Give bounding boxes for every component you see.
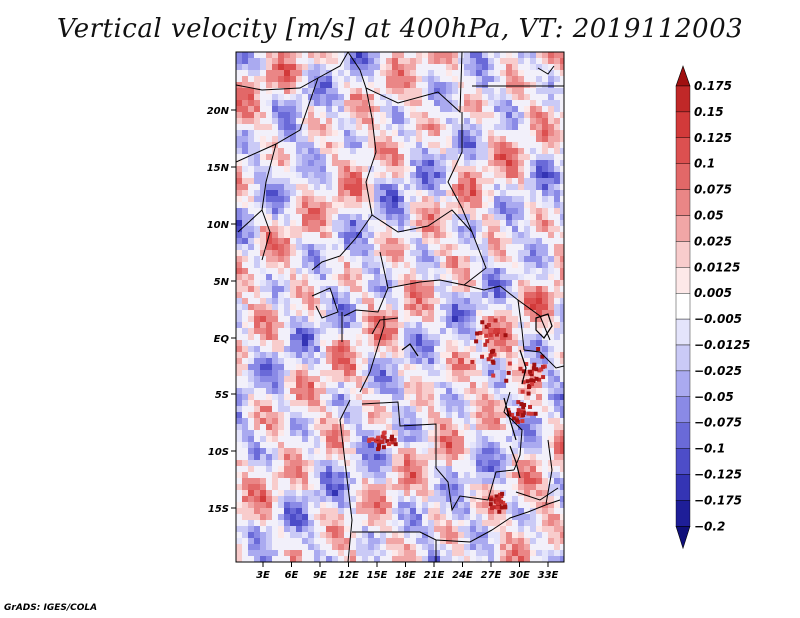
longitude-axis: 3E 6E 9E 12E 15E 18E 21E 24E 27E 30E 33E [256,562,559,581]
colorbar-label: −0.025 [694,364,742,378]
colorbar-label: −0.075 [694,416,742,430]
lon-tick-label: 21E [424,570,445,581]
colorbar-swatch [675,318,691,346]
colorbar: 0.175 0.15 0.125 0.1 0.075 0.05 0.025 0.0125 0.0… [675,65,750,550]
colorbar-swatch [675,500,691,527]
lakes [401,313,553,479]
lon-tick-label: 12E [338,570,359,581]
colorbar-label: −0.0125 [694,338,750,352]
colorbar-swatch [675,293,691,320]
colorbar-label: −0.125 [694,468,742,482]
colorbar-swatch [675,370,691,397]
country-borders [236,52,564,562]
colorbar-label: −0.175 [694,493,742,507]
lat-tick-label: 5N [214,277,230,288]
lon-tick-label: 33E [538,570,559,581]
lon-tick-label: 30E [509,570,530,581]
lat-tick-label: 15N [207,163,230,174]
lat-tick-label: 5S [215,390,229,401]
colorbar-swatch [675,344,691,372]
lon-tick-label: 6E [285,570,299,581]
colorbar-label: 0.025 [694,234,732,248]
colorbar-swatch [675,448,691,475]
credit-label: GrADS: IGES/COLA [4,603,98,613]
colorbar-label: 0.0125 [694,260,740,274]
lon-tick-label: 18E [395,570,416,581]
lat-tick-label: 20N [207,106,230,117]
chart-title: Vertical velocity [m/s] at 400hPa, VT: 2… [56,14,744,44]
colorbar-label: −0.005 [694,312,742,326]
colorbar-label: 0.05 [694,209,724,223]
lon-tick-label: 24E [452,570,473,581]
lat-tick-label: 10S [208,447,229,458]
colorbar-swatch [675,111,691,139]
colorbar-label: 0.005 [694,286,732,300]
colorbar-label: 0.15 [694,105,724,119]
colorbar-label: 0.1 [694,157,715,171]
colorbar-swatch [675,474,691,501]
colorbar-label: −0.1 [694,442,725,456]
colorbar-bottom-arrow [675,525,691,550]
colorbar-label: −0.05 [694,390,734,404]
colorbar-top-arrow [675,65,691,87]
lon-tick-label: 3E [256,570,270,581]
colorbar-swatch [675,85,691,113]
lat-tick-label: 15S [208,504,229,515]
colorbar-label: 0.125 [694,131,732,145]
colorbar-swatch [675,137,691,164]
lat-tick-label: 10N [207,220,230,231]
lon-tick-label: 15E [367,570,388,581]
colorbar-swatch [675,267,691,294]
colorbar-swatch [675,396,691,423]
lon-tick-label: 27E [481,570,502,581]
velocity-field [236,52,564,562]
colorbar-swatch [675,241,691,268]
colorbar-label: 0.175 [694,79,732,93]
lat-tick-label: EQ [214,334,230,345]
colorbar-swatch [675,422,691,449]
colorbar-swatch [675,189,691,216]
colorbar-label: −0.2 [694,519,725,533]
colorbar-swatch [675,215,691,242]
latitude-axis: 20N 15N 10N 5N EQ 5S 10S 15S [207,106,236,515]
map-frame [235,51,565,563]
lon-tick-label: 9E [313,570,327,581]
colorbar-swatch [675,163,691,190]
colorbar-label: 0.075 [694,183,732,197]
